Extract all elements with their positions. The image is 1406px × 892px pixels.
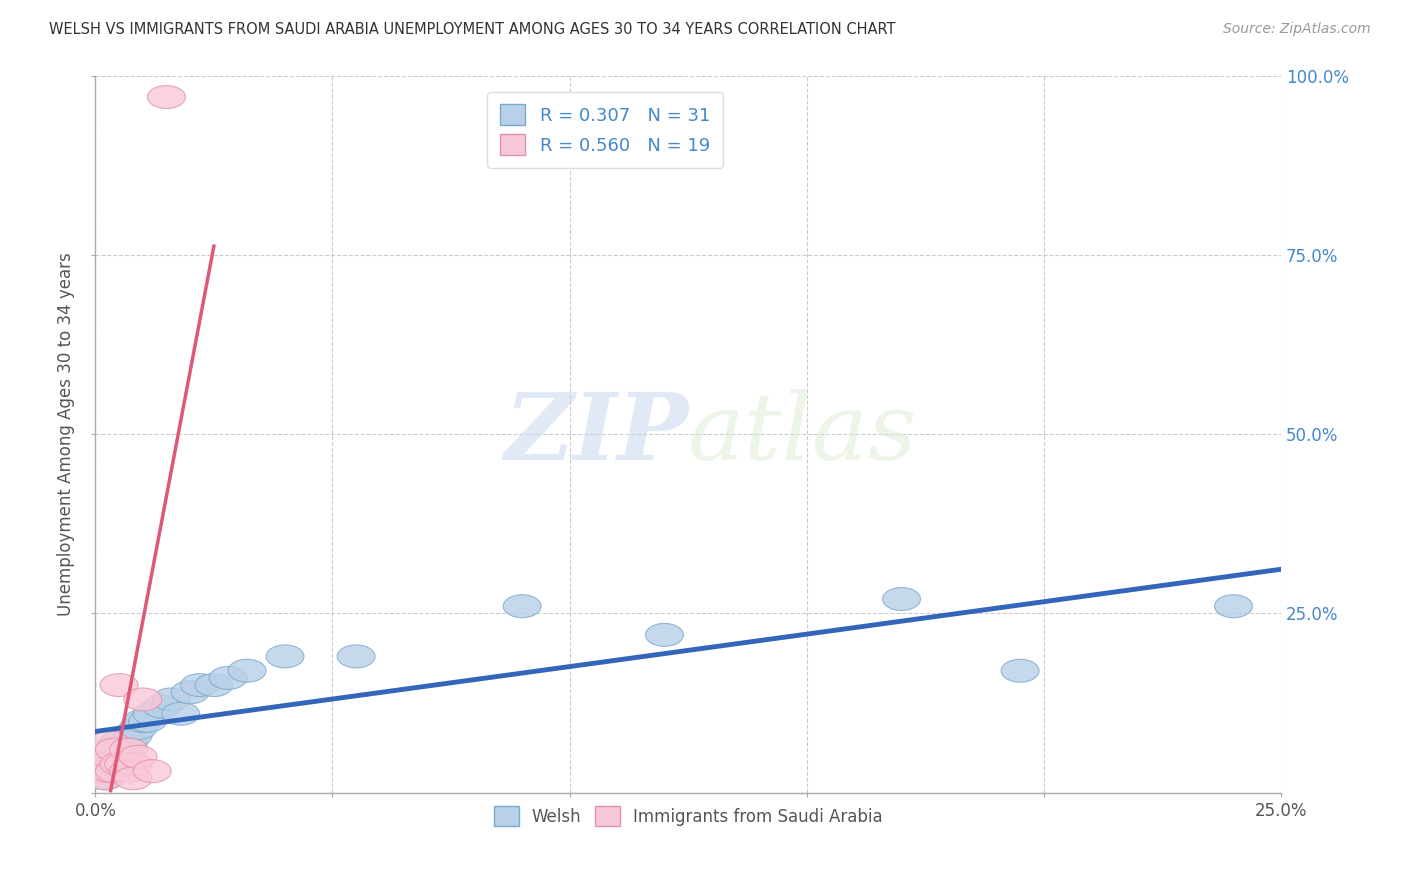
Text: WELSH VS IMMIGRANTS FROM SAUDI ARABIA UNEMPLOYMENT AMONG AGES 30 TO 34 YEARS COR: WELSH VS IMMIGRANTS FROM SAUDI ARABIA UN… — [49, 22, 896, 37]
Ellipse shape — [96, 739, 134, 761]
Ellipse shape — [86, 753, 124, 775]
Ellipse shape — [100, 746, 138, 768]
Text: atlas: atlas — [688, 389, 918, 479]
Ellipse shape — [1215, 595, 1253, 617]
Ellipse shape — [100, 731, 138, 754]
Ellipse shape — [645, 624, 683, 647]
Ellipse shape — [86, 767, 124, 789]
Ellipse shape — [82, 760, 120, 782]
Ellipse shape — [143, 695, 181, 718]
Y-axis label: Unemployment Among Ages 30 to 34 years: Unemployment Among Ages 30 to 34 years — [58, 252, 75, 616]
Ellipse shape — [1001, 659, 1039, 682]
Ellipse shape — [148, 86, 186, 109]
Ellipse shape — [114, 753, 152, 775]
Ellipse shape — [152, 688, 190, 711]
Ellipse shape — [90, 739, 128, 761]
Ellipse shape — [96, 760, 134, 782]
Ellipse shape — [134, 702, 172, 725]
Ellipse shape — [114, 723, 152, 747]
Ellipse shape — [195, 673, 233, 697]
Text: Source: ZipAtlas.com: Source: ZipAtlas.com — [1223, 22, 1371, 37]
Ellipse shape — [110, 739, 148, 761]
Ellipse shape — [209, 666, 247, 690]
Ellipse shape — [110, 760, 148, 782]
Ellipse shape — [100, 753, 138, 775]
Ellipse shape — [266, 645, 304, 668]
Ellipse shape — [228, 659, 266, 682]
Ellipse shape — [86, 746, 124, 768]
Ellipse shape — [110, 731, 148, 754]
Ellipse shape — [105, 739, 143, 761]
Ellipse shape — [128, 709, 166, 732]
Ellipse shape — [162, 702, 200, 725]
Ellipse shape — [124, 709, 162, 732]
Ellipse shape — [100, 673, 138, 697]
Ellipse shape — [82, 760, 120, 782]
Ellipse shape — [124, 688, 162, 711]
Ellipse shape — [120, 716, 157, 739]
Text: ZIP: ZIP — [503, 389, 688, 479]
Ellipse shape — [96, 753, 134, 775]
Ellipse shape — [120, 746, 157, 768]
Ellipse shape — [86, 767, 124, 789]
Ellipse shape — [90, 746, 128, 768]
Ellipse shape — [181, 673, 218, 697]
Ellipse shape — [503, 595, 541, 617]
Legend: Welsh, Immigrants from Saudi Arabia: Welsh, Immigrants from Saudi Arabia — [485, 797, 891, 835]
Ellipse shape — [105, 753, 143, 775]
Ellipse shape — [337, 645, 375, 668]
Ellipse shape — [172, 681, 209, 704]
Ellipse shape — [134, 760, 172, 782]
Ellipse shape — [96, 739, 134, 761]
Ellipse shape — [90, 760, 128, 782]
Ellipse shape — [90, 760, 128, 782]
Ellipse shape — [114, 767, 152, 789]
Ellipse shape — [883, 588, 921, 610]
Ellipse shape — [90, 731, 128, 754]
